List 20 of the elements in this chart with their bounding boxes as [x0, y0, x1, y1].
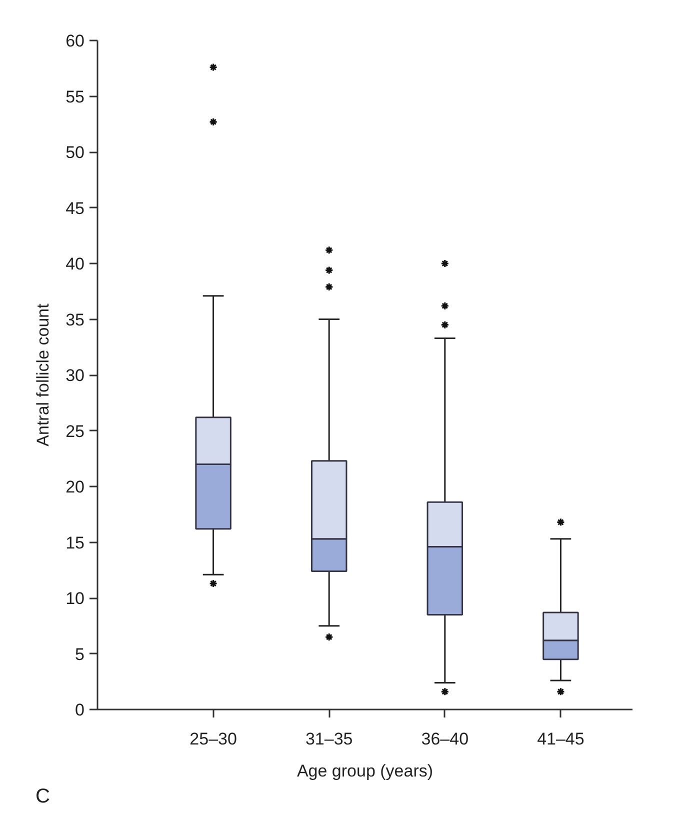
y-tick-label: 25: [66, 422, 85, 441]
x-tick-label: 31–35: [305, 730, 353, 748]
y-axis-title: Antral follicle count: [34, 303, 53, 446]
y-tick-label: 5: [75, 644, 85, 664]
y-tick-label: 40: [66, 254, 85, 274]
y-tick-label: 45: [66, 198, 85, 218]
text: C: [36, 786, 50, 808]
x-tick-label: 41–45: [537, 730, 584, 748]
x-tick-label: 25–30: [190, 730, 237, 748]
y-tick-label: 30: [66, 366, 85, 385]
y-tick-label: 50: [66, 143, 85, 162]
x-tick-label: 36–40: [421, 730, 469, 748]
y-tick-label: 10: [66, 589, 85, 608]
y-tick-label: 0: [75, 700, 85, 720]
y-tick-label: 60: [66, 32, 85, 50]
y-tick-label: 35: [66, 310, 85, 330]
y-tick-label: 15: [66, 533, 85, 552]
y-tick-label: 55: [66, 87, 85, 106]
x-axis-title: Age group (years): [296, 762, 434, 780]
y-tick-label: 20: [66, 478, 85, 496]
